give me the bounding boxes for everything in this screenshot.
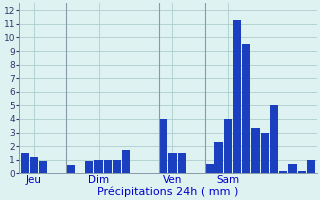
Bar bbox=[104, 160, 112, 173]
Bar bbox=[122, 150, 131, 173]
Bar bbox=[307, 160, 315, 173]
Bar bbox=[20, 153, 29, 173]
Bar bbox=[85, 161, 93, 173]
Bar bbox=[242, 44, 251, 173]
Bar bbox=[67, 165, 75, 173]
Bar bbox=[113, 160, 121, 173]
Bar bbox=[178, 153, 186, 173]
Bar bbox=[288, 164, 297, 173]
Bar bbox=[233, 20, 241, 173]
Bar bbox=[252, 128, 260, 173]
Bar bbox=[205, 164, 213, 173]
Bar bbox=[261, 133, 269, 173]
Bar bbox=[30, 157, 38, 173]
X-axis label: Précipitations 24h ( mm ): Précipitations 24h ( mm ) bbox=[97, 186, 238, 197]
Bar bbox=[39, 161, 47, 173]
Bar bbox=[298, 171, 306, 173]
Bar bbox=[224, 119, 232, 173]
Bar bbox=[94, 160, 103, 173]
Bar bbox=[159, 119, 167, 173]
Bar bbox=[279, 171, 287, 173]
Bar bbox=[270, 105, 278, 173]
Bar bbox=[214, 142, 223, 173]
Bar bbox=[168, 153, 177, 173]
